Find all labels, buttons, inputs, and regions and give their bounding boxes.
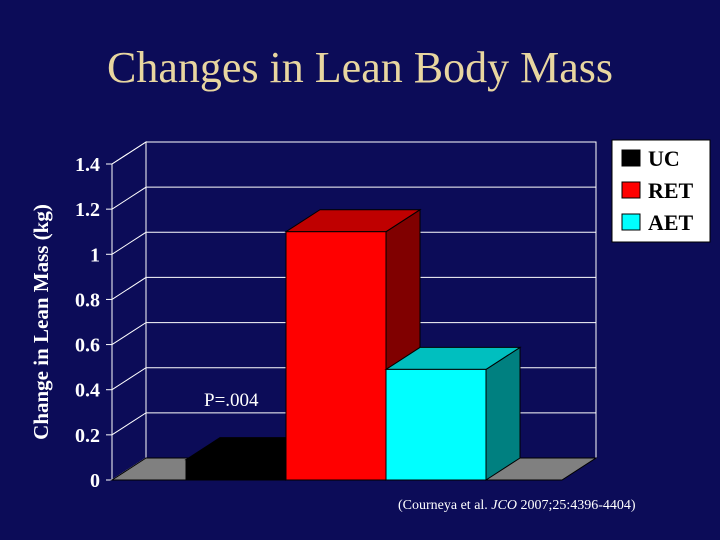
- bar-side: [485, 346, 521, 481]
- legend-label-aet: AET: [648, 210, 694, 235]
- y-axis-label: Change in Lean Mass (kg): [29, 204, 53, 440]
- bar-front: [285, 231, 387, 481]
- y-tick-label: 1: [90, 244, 100, 266]
- y-tick-label: 0: [90, 470, 100, 492]
- citation: (Courneya et al. JCO 2007;25:4396-4404): [398, 498, 698, 514]
- y-tick-label: 0.8: [75, 289, 100, 311]
- gridline: [111, 322, 596, 345]
- gridline: [111, 186, 596, 210]
- legend-swatch-ret: [621, 181, 641, 199]
- legend-swatch-uc: [621, 149, 641, 167]
- gridline: [111, 276, 596, 300]
- y-tick-label: 0.4: [75, 380, 100, 402]
- gridline: [111, 141, 596, 165]
- citation-prefix: (Courneya et al.: [398, 498, 492, 513]
- y-tick-label: 1.4: [75, 154, 100, 176]
- gridline: [111, 231, 596, 255]
- p-value-annotation: P=.004: [204, 390, 259, 411]
- chart-side-wall: [111, 141, 147, 481]
- legend-swatch-aet: [621, 213, 641, 231]
- y-tick-label: 1.2: [75, 199, 100, 221]
- bar-front: [385, 368, 487, 481]
- legend: UC RET AET: [611, 139, 711, 243]
- bar-front: [185, 459, 287, 481]
- slide-title: Changes in Lean Body Mass: [107, 43, 613, 92]
- legend-label-uc: UC: [648, 146, 680, 171]
- citation-journal: JCO: [491, 498, 517, 513]
- citation-suffix: 2007;25:4396-4404): [516, 498, 636, 513]
- y-tick-label: 0.6: [75, 335, 100, 357]
- y-tick-label: 0.2: [75, 425, 100, 447]
- bar-aet: [384, 346, 522, 481]
- legend-label-ret: RET: [648, 178, 694, 203]
